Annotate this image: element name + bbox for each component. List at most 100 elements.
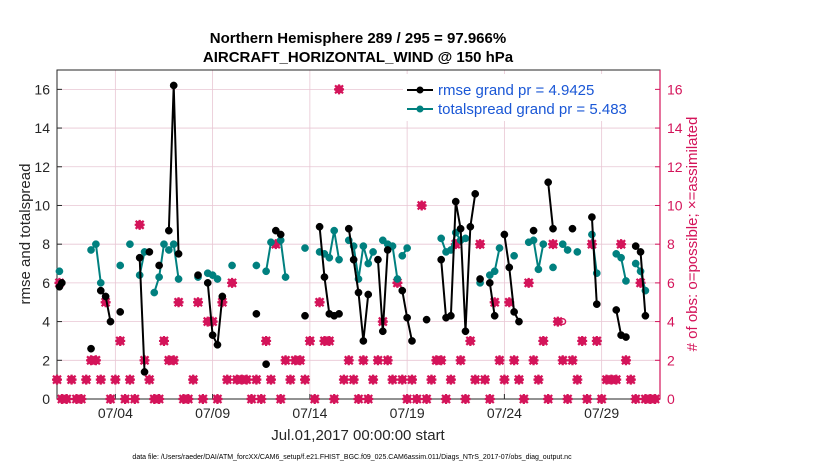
rmse-point bbox=[505, 263, 514, 272]
obs-assimilated-marker-glyph bbox=[489, 297, 500, 308]
rmse-point bbox=[354, 288, 363, 297]
y-axis-left: 0 2 4 6 8 10 12 14 16 bbox=[34, 81, 62, 407]
totalspread-point bbox=[116, 261, 125, 270]
obs-assimilated-marker bbox=[363, 394, 374, 404]
rmse-point bbox=[140, 368, 149, 376]
rmse-point bbox=[335, 309, 343, 318]
obs-assimilated-marker-glyph bbox=[100, 297, 111, 308]
obs-assimilated-marker bbox=[635, 277, 646, 288]
totalspread-point bbox=[631, 259, 640, 268]
obs-assimilated-marker bbox=[207, 316, 218, 327]
obs-assimilated-marker bbox=[421, 394, 432, 404]
obs-assimilated-marker bbox=[212, 394, 223, 404]
obs-assimilated-marker-glyph bbox=[562, 394, 573, 404]
obs-assimilated-marker-glyph bbox=[265, 374, 276, 385]
rmse-point bbox=[364, 290, 373, 299]
obs-assimilated-marker bbox=[100, 297, 111, 308]
obs-assimilated-marker-glyph bbox=[450, 239, 461, 250]
rmse-point bbox=[252, 309, 261, 318]
obs-assimilated-marker bbox=[484, 394, 495, 404]
totalspread-point bbox=[228, 261, 236, 270]
totalspread-point bbox=[325, 253, 334, 262]
obs-assimilated-marker-glyph bbox=[650, 394, 661, 404]
obs-assimilated-marker bbox=[251, 374, 262, 385]
obs-assimilated-marker bbox=[499, 374, 510, 385]
rmse-point bbox=[378, 327, 387, 336]
obs-assimilated-marker-glyph bbox=[256, 394, 267, 404]
obs-assimilated-marker-glyph bbox=[538, 335, 549, 346]
y-left-tick-label: 4 bbox=[42, 314, 50, 330]
obs-assimilated-marker bbox=[314, 297, 325, 308]
totalspread-point bbox=[335, 255, 343, 264]
obs-assimilated-marker-glyph bbox=[285, 374, 296, 385]
obs-assimilated-marker bbox=[426, 374, 437, 385]
rmse-point bbox=[398, 286, 407, 295]
obs-assimilated-marker bbox=[382, 355, 393, 366]
obs-assimilated-marker bbox=[533, 374, 544, 385]
obs-assimilated-marker bbox=[358, 355, 369, 366]
obs-assimilated-marker bbox=[543, 394, 554, 404]
obs-assimilated-marker-glyph bbox=[582, 394, 593, 404]
obs-assimilated-marker bbox=[445, 374, 456, 385]
totalspread-point bbox=[359, 242, 368, 250]
obs-assimilated-marker bbox=[183, 394, 194, 404]
obs-assimilated-marker-glyph bbox=[460, 394, 471, 404]
obs-assimilated-marker bbox=[630, 394, 641, 404]
obs-assimilated-marker bbox=[173, 297, 184, 308]
obs-assimilated-marker bbox=[611, 374, 622, 385]
x-tick-label: 07/29 bbox=[584, 405, 619, 421]
obs-assimilated-marker-glyph bbox=[572, 374, 583, 385]
y-left-tick-label: 14 bbox=[34, 120, 50, 136]
totalspread-point bbox=[126, 240, 134, 249]
obs-assimilated-marker-glyph bbox=[591, 335, 602, 346]
rmse-point bbox=[96, 286, 105, 295]
rmse-point bbox=[101, 292, 110, 301]
totalspread-point bbox=[213, 275, 222, 283]
obs-assimilated-marker-glyph bbox=[455, 355, 466, 366]
obs-assimilated-marker-glyph bbox=[295, 355, 306, 366]
totalspread-point bbox=[364, 259, 373, 268]
obs-assimilated-marker bbox=[489, 297, 500, 308]
series-totalspread bbox=[55, 226, 650, 297]
obs-assimilated-marker-glyph bbox=[504, 297, 515, 308]
obs-assimilated-marker bbox=[504, 297, 515, 308]
rmse-point bbox=[87, 344, 95, 353]
obs-assimilated-marker bbox=[241, 374, 252, 385]
rmse-point bbox=[145, 248, 154, 256]
rmse-point bbox=[588, 213, 596, 221]
obs-assimilated-marker bbox=[193, 297, 204, 308]
obs-assimilated-marker bbox=[246, 394, 257, 404]
rmse-point bbox=[636, 248, 645, 256]
obs-assimilated-marker-glyph bbox=[445, 374, 456, 385]
x-tick-label: 07/19 bbox=[390, 405, 425, 421]
obs-assimilated-marker-glyph bbox=[105, 394, 116, 404]
data-file-footer: data file: /Users/raeder/DAI/ATM_forcXX/… bbox=[132, 454, 572, 461]
y-right-tick-label: 14 bbox=[667, 120, 683, 136]
obs-assimilated-marker-glyph bbox=[81, 374, 92, 385]
rmse-point bbox=[592, 300, 601, 309]
obs-assimilated-marker-glyph bbox=[494, 355, 505, 366]
obs-assimilated-marker bbox=[338, 374, 349, 385]
obs-assimilated-marker-glyph bbox=[115, 335, 126, 346]
totalspread-point bbox=[252, 261, 261, 270]
obs-assimilated-marker bbox=[105, 394, 116, 404]
obs-assimilated-marker bbox=[562, 394, 573, 404]
obs-assimilated-marker-glyph bbox=[129, 394, 140, 404]
obs-assimilated-marker-glyph bbox=[334, 84, 345, 95]
totalspread-point bbox=[281, 273, 290, 281]
rmse-point bbox=[301, 311, 309, 320]
rmse-point bbox=[349, 255, 358, 264]
obs-assimilated-marker bbox=[52, 374, 62, 385]
obs-assimilated-marker bbox=[411, 394, 422, 404]
rmse-point bbox=[408, 337, 416, 345]
obs-assimilated-marker bbox=[523, 277, 534, 288]
x-tick-label: 07/14 bbox=[292, 405, 327, 421]
totalspread-point bbox=[495, 244, 504, 252]
obs-assimilated-marker bbox=[227, 277, 238, 288]
rmse-point bbox=[169, 81, 178, 90]
obs-assimilated-marker-glyph bbox=[193, 297, 204, 308]
y-left-tick-label: 16 bbox=[34, 81, 50, 97]
totalspread-point bbox=[55, 267, 64, 276]
obs-assimilated-marker bbox=[304, 335, 315, 346]
